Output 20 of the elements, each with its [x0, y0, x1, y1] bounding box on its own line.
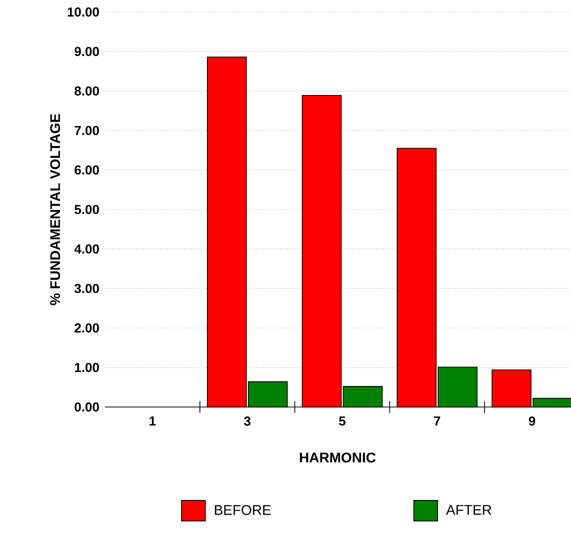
y-tick-label: 1.00 [74, 362, 99, 372]
y-tick-label: 4.00 [74, 244, 99, 254]
x-tick-label: 5 [339, 416, 346, 426]
x-axis-title: HARMONIC [300, 452, 376, 463]
x-tick-label: 7 [434, 416, 440, 426]
y-tick-label: 5.00 [74, 204, 99, 214]
x-tick-label: 1 [150, 416, 156, 426]
y-tick-label: 0.00 [74, 402, 99, 412]
x-tick-label: 9 [528, 416, 536, 426]
y-tick-label: 6.00 [74, 165, 99, 175]
y-tick-label: 7.00 [74, 126, 99, 136]
x-tick-label: 3 [244, 416, 250, 426]
y-axis-title: % FUNDAMENTAL VOLTAGE [50, 114, 60, 306]
y-tick-label: 2.00 [74, 323, 99, 333]
y-tick-label: 8.00 [74, 86, 99, 96]
legend-label: AFTER [446, 505, 492, 515]
legend-label: BEFORE [214, 505, 271, 515]
y-tick-label: 3.00 [74, 284, 99, 294]
y-tick-label: 9.00 [74, 46, 99, 56]
y-tick-label: 10.00 [68, 7, 99, 17]
